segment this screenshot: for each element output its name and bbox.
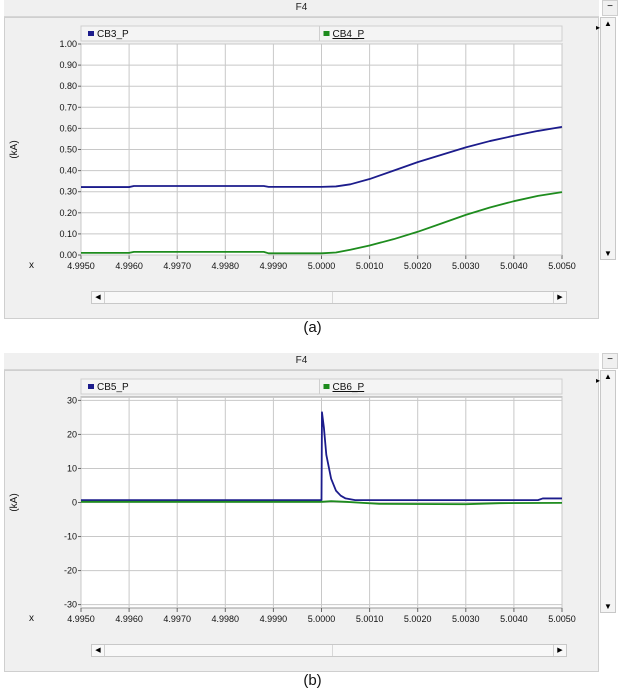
x-tick-label: 5.0050 — [548, 614, 576, 624]
x-tick-label: 5.0040 — [500, 261, 528, 271]
y-tick-label: 0.70 — [59, 102, 77, 112]
y-tick-label: 1.00 — [59, 39, 77, 49]
scroll-up-icon[interactable]: ▲ — [604, 19, 612, 28]
x-tick-label: 5.0010 — [356, 261, 384, 271]
x-axis-label: x — [29, 613, 34, 624]
y-tick-label: 20 — [67, 429, 77, 439]
scroll-thumb[interactable] — [332, 645, 333, 656]
legend-bar — [80, 378, 563, 395]
line-chart: CB3_P CB4_P 4.9950 4.9960 4.9970 4.9980 4.9990… — [9, 25, 576, 271]
horizontal-scrollbar[interactable]: ◀ ▶ — [91, 291, 567, 304]
x-tick-label: 5.0000 — [308, 261, 336, 271]
figure-caption: (a) — [303, 319, 322, 336]
x-tick-label: 4.9990 — [260, 261, 288, 271]
y-tick-label: 30 — [67, 395, 77, 405]
y-tick-label: -10 — [64, 532, 77, 542]
x-tick-label: 4.9950 — [67, 261, 95, 271]
series-line-cb6-p — [81, 500, 563, 506]
minimize-button[interactable]: − — [602, 353, 618, 369]
x-tick-label: 4.9960 — [115, 261, 143, 271]
vertical-scrollbar[interactable]: ▲ ▼ — [600, 17, 616, 260]
y-tick-label: 0.80 — [59, 81, 77, 91]
y-axis-label: (kA) — [9, 140, 20, 158]
y-tick-label: 10 — [67, 463, 77, 473]
y-tick-label: -30 — [64, 600, 77, 610]
scroll-right-icon[interactable]: ▶ — [553, 645, 566, 656]
x-tick-label: 5.0020 — [404, 261, 432, 271]
y-tick-label: 0.20 — [59, 208, 77, 218]
x-tick-label: 4.9990 — [260, 614, 288, 624]
x-tick-label: 4.9970 — [163, 614, 191, 624]
x-tick-label: 4.9950 — [67, 614, 95, 624]
x-tick-label: 4.9980 — [212, 614, 240, 624]
x-tick-label: 4.9970 — [163, 261, 191, 271]
line-chart: CB5_P CB6_P 4.9950 4.9960 4.9970 4.9980 4.9990… — [9, 378, 576, 624]
legend-entry[interactable]: CB3_P — [97, 29, 129, 40]
x-tick-label: 5.0020 — [404, 614, 432, 624]
legend-swatch — [323, 31, 330, 36]
chart-frame: CB3_P CB4_P 4.9950 4.9960 4.9970 4.9980 4.9990… — [4, 17, 601, 319]
x-tick-label: 5.0000 — [308, 614, 336, 624]
y-tick-label: 0 — [72, 498, 77, 508]
x-tick-label: 5.0040 — [500, 614, 528, 624]
scroll-down-icon[interactable]: ▼ — [604, 249, 612, 258]
y-tick-label: -20 — [64, 566, 77, 576]
scroll-down-icon[interactable]: ▼ — [604, 602, 612, 611]
legend-entry[interactable]: CB4_P — [333, 29, 365, 40]
series-line-cb4-p — [81, 191, 563, 255]
y-tick-label: 0.40 — [59, 166, 77, 176]
y-tick-label: 0.90 — [59, 60, 77, 70]
y-tick-label: 0.30 — [59, 187, 77, 197]
y-axis-label: (kA) — [9, 493, 20, 511]
scroll-thumb[interactable] — [332, 292, 333, 303]
legend-entry[interactable]: CB6_P — [333, 382, 365, 393]
series-line-cb3-p — [81, 126, 563, 188]
x-tick-label: 4.9980 — [212, 261, 240, 271]
y-tick-label: 0.10 — [59, 229, 77, 239]
vertical-scrollbar[interactable]: ▲ ▼ — [600, 370, 616, 613]
scroll-left-icon[interactable]: ◀ — [92, 645, 105, 656]
scroll-left-icon[interactable]: ◀ — [92, 292, 105, 303]
x-axis-label: x — [29, 260, 34, 271]
x-tick-label: 5.0030 — [452, 261, 480, 271]
legend-swatch — [88, 384, 94, 389]
chart-frame: CB5_P CB6_P 4.9950 4.9960 4.9970 4.9980 4.9990… — [4, 370, 601, 672]
figure-caption: (b) — [303, 672, 322, 689]
legend-bar — [80, 25, 563, 42]
x-tick-label: 5.0010 — [356, 614, 384, 624]
legend-menu-arrow-icon[interactable]: ▸ — [596, 23, 601, 32]
legend-menu-arrow-icon[interactable]: ▸ — [596, 376, 601, 385]
x-tick-label: 5.0030 — [452, 614, 480, 624]
y-tick-label: 0.50 — [59, 145, 77, 155]
minimize-button[interactable]: − — [602, 0, 618, 16]
scroll-up-icon[interactable]: ▲ — [604, 372, 612, 381]
series-line-cb5-p — [81, 411, 562, 502]
legend-entry[interactable]: CB5_P — [97, 382, 129, 393]
window-title: F4 — [4, 0, 599, 17]
y-tick-label: 0.60 — [59, 123, 77, 133]
window-title: F4 — [4, 353, 599, 370]
y-tick-label: 0.00 — [59, 250, 77, 260]
legend-swatch — [88, 31, 94, 36]
x-tick-label: 5.0050 — [548, 261, 576, 271]
horizontal-scrollbar[interactable]: ◀ ▶ — [91, 644, 567, 657]
x-tick-label: 4.9960 — [115, 614, 143, 624]
legend-swatch — [323, 384, 330, 389]
scroll-right-icon[interactable]: ▶ — [553, 292, 566, 303]
